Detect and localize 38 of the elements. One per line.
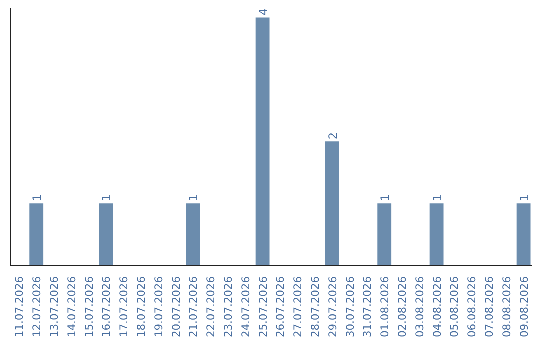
data-label: 1 bbox=[430, 194, 444, 202]
x-tick-label: 26.07.2026 bbox=[274, 276, 288, 338]
x-tick-label: 23.07.2026 bbox=[222, 276, 235, 338]
x-tick-label: 02.08.2026 bbox=[396, 276, 409, 338]
data-label: 1 bbox=[186, 194, 201, 202]
data-label: 1 bbox=[378, 194, 392, 202]
data-label: 2 bbox=[326, 132, 340, 140]
x-tick-label: 21.07.2026 bbox=[187, 276, 200, 338]
x-tick-label: 17.07.2026 bbox=[118, 276, 131, 338]
x-tick-label: 11.07.2026 bbox=[13, 276, 26, 338]
x-tick-label: 09.08.2026 bbox=[518, 276, 531, 338]
x-tick-label: 29.07.2026 bbox=[326, 276, 340, 338]
x-tick-label: 30.07.2026 bbox=[344, 276, 357, 338]
x-tick-label: 14.07.2026 bbox=[65, 276, 78, 338]
x-tick-label: 16.07.2026 bbox=[100, 276, 114, 338]
x-tick-label: 06.08.2026 bbox=[466, 276, 479, 338]
x-tick-label: 12.07.2026 bbox=[30, 276, 44, 338]
data-label: 1 bbox=[100, 194, 114, 202]
x-tick-label: 27.07.2026 bbox=[292, 276, 305, 338]
x-tick-label: 08.08.2026 bbox=[500, 276, 514, 338]
x-tick-label: 28.07.2026 bbox=[309, 276, 322, 338]
x-tick-label: 25.07.2026 bbox=[256, 276, 270, 338]
x-tick-label: 01.08.2026 bbox=[378, 276, 392, 338]
data-label: 1 bbox=[517, 194, 532, 202]
x-tick-label: 13.07.2026 bbox=[48, 276, 61, 338]
data-label: 1 bbox=[30, 194, 44, 202]
x-tick-label: 07.08.2026 bbox=[483, 276, 496, 338]
data-label: 4 bbox=[256, 8, 270, 16]
x-tick-label: 20.07.2026 bbox=[170, 276, 183, 338]
x-tick-label: 05.08.2026 bbox=[448, 276, 462, 338]
x-tick-label: 19.07.2026 bbox=[152, 276, 166, 338]
x-tick-label: 24.07.2026 bbox=[239, 276, 252, 338]
x-tick-label: 22.07.2026 bbox=[204, 276, 218, 338]
x-tick-label: 04.08.2026 bbox=[430, 276, 444, 338]
x-tick-label: 15.07.2026 bbox=[82, 276, 96, 338]
x-tick-label: 03.08.2026 bbox=[413, 276, 426, 338]
x-tick-label: 18.07.2026 bbox=[135, 276, 148, 338]
x-tick-label: 31.07.2026 bbox=[361, 276, 374, 338]
